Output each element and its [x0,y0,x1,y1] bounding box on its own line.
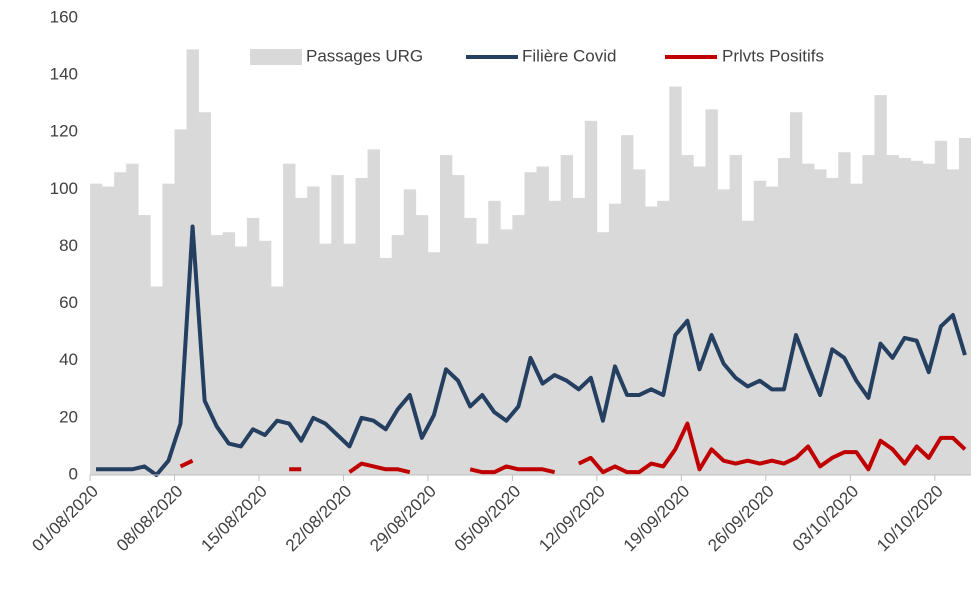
bar [246,217,260,475]
bar [198,112,211,475]
bar [789,112,803,475]
bar [826,177,839,475]
x-tick-label: 12/09/2020 [535,482,609,556]
bar [150,286,163,475]
bar [343,243,356,475]
y-tick-label: 140 [50,65,78,84]
bar [777,157,791,476]
bar [427,252,441,475]
y-tick-label: 80 [59,236,78,255]
bar [717,189,730,475]
bar [657,200,670,476]
bar [681,155,694,475]
bar [138,215,151,476]
x-tick-label: 05/09/2020 [451,482,525,556]
y-tick-label: 0 [69,464,78,483]
bar [693,166,706,475]
bar [391,235,405,475]
bar [753,180,767,475]
bar [355,177,368,475]
x-tick-label: 15/08/2020 [197,482,271,556]
bar [186,49,199,475]
x-tick-label: 01/08/2020 [28,482,102,556]
x-tick-label: 26/09/2020 [704,482,778,556]
bar [283,163,296,475]
y-tick-label: 60 [59,293,78,312]
x-tick-label: 29/08/2020 [366,482,440,556]
x-tick-label: 19/09/2020 [620,482,694,556]
y-tick-label: 160 [50,7,78,26]
y-tick-label: 100 [50,179,78,198]
x-tick-label: 22/08/2020 [282,482,356,556]
bar [560,155,574,475]
bar [922,163,936,475]
bar [621,135,634,475]
legend-label: Passages URG [306,46,423,65]
bar [633,169,646,475]
bar [898,157,911,476]
bar [512,215,525,476]
bar [319,243,332,475]
bar [596,232,610,475]
bar [814,169,827,475]
bar [295,197,308,475]
bar [271,286,284,475]
bar [886,155,899,475]
bar [500,229,513,475]
bar [729,155,742,475]
bar [307,186,320,476]
bar [415,215,429,476]
x-tick-label: 03/10/2020 [789,482,863,556]
bar [958,137,971,475]
bar [488,200,501,476]
legend-label: Filière Covid [522,46,616,65]
legend-swatch [250,49,302,65]
bar [331,175,344,475]
bar [910,160,924,475]
bar [222,232,236,475]
bar [464,217,477,475]
bar [850,183,863,475]
bar [536,166,549,475]
x-tick-label: 08/08/2020 [113,482,187,556]
bar [258,240,272,475]
bar [234,246,248,475]
line-series [96,224,967,477]
bar [452,175,465,475]
bar [862,155,875,475]
y-tick-label: 120 [50,122,78,141]
legend-label: Prlvts Positifs [722,46,824,65]
bar [476,243,489,475]
bar [584,120,598,475]
bar [90,183,103,475]
bar [114,172,127,476]
bar [608,203,622,475]
bar [838,152,851,475]
bar [645,206,658,475]
bar [379,257,393,475]
bar [669,86,682,476]
bar [367,149,380,475]
y-tick-label: 40 [59,350,78,369]
bar [572,197,586,475]
bar [126,163,139,475]
bar [102,186,115,476]
bar [548,200,561,476]
y-tick-label: 20 [59,407,78,426]
bar [210,235,224,475]
line-series [179,421,967,475]
bar [802,163,815,475]
bar [403,189,417,475]
bar [765,186,779,476]
bar [524,172,537,476]
bar [934,140,948,475]
bar [705,109,718,476]
x-tick-label: 10/10/2020 [873,482,947,556]
bar [741,220,755,475]
bar [874,95,887,476]
bar [162,183,175,475]
bar [439,155,453,475]
